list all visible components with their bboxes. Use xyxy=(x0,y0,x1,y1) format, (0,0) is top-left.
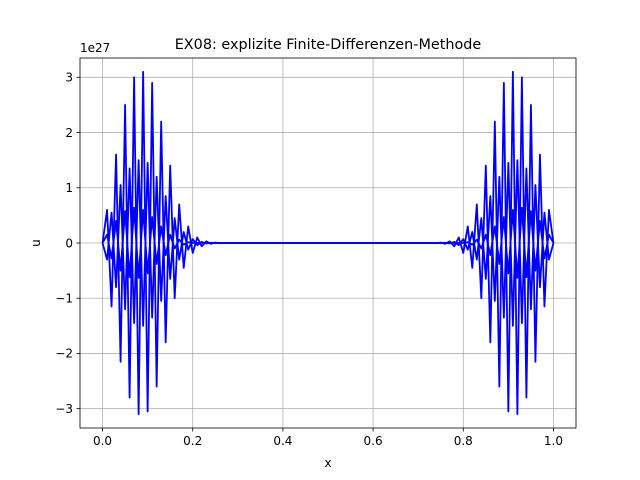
y-axis-label: u xyxy=(29,239,43,247)
x-tick-label: 1.0 xyxy=(544,434,563,448)
series-lines xyxy=(101,70,555,416)
y-axis-ticks: −3 −2 −1 0 1 2 3 xyxy=(55,71,80,416)
y-tick-label: 1 xyxy=(65,181,73,195)
y-tick-label: −3 xyxy=(55,402,73,416)
y-tick-label: 3 xyxy=(65,71,73,85)
x-tick-label: 0.6 xyxy=(364,434,383,448)
y-tick-label: 2 xyxy=(65,126,73,140)
chart-title: EX08: explizite Finite-Differenzen-Metho… xyxy=(175,37,482,53)
y-tick-label: 0 xyxy=(65,236,73,250)
x-axis-ticks: 0.0 0.2 0.4 0.6 0.8 1.0 xyxy=(93,428,563,448)
y-tick-label: −1 xyxy=(55,292,73,306)
x-tick-label: 0.8 xyxy=(454,434,473,448)
x-tick-label: 0.4 xyxy=(273,434,292,448)
x-axis-label: x xyxy=(324,456,331,470)
y-axis-offset-label: 1e27 xyxy=(80,41,110,55)
x-tick-label: 0.0 xyxy=(93,434,112,448)
y-tick-label: −2 xyxy=(55,347,73,361)
series-line-3 xyxy=(101,206,555,279)
x-tick-label: 0.2 xyxy=(183,434,202,448)
